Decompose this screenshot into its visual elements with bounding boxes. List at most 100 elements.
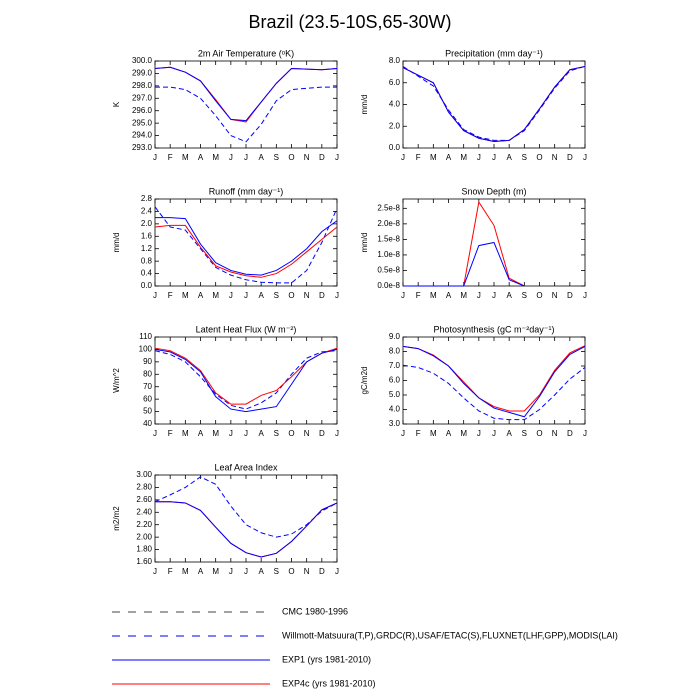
y-tick-label: 2.00 (136, 532, 152, 541)
panel-title: Snow Depth (m) (461, 186, 526, 196)
x-tick-label: D (319, 429, 325, 438)
x-tick-label: M (212, 567, 219, 576)
x-tick-label: A (258, 153, 264, 162)
x-tick-label: M (430, 153, 437, 162)
x-tick-label: A (258, 567, 264, 576)
y-tick-label: 2.60 (136, 495, 152, 504)
y-tick-label: 295.0 (132, 118, 153, 127)
x-tick-label: J (401, 153, 405, 162)
plot-frame (154, 198, 338, 287)
x-tick-label: J (492, 429, 496, 438)
x-tick-label: J (477, 291, 481, 300)
x-tick-label: J (401, 429, 405, 438)
y-tick-label: 3.00 (136, 470, 152, 479)
x-tick-label: J (229, 567, 233, 576)
series-line (155, 501, 338, 558)
x-tick-label: J (153, 291, 157, 300)
x-tick-label: M (212, 291, 219, 300)
x-tick-label: M (212, 429, 219, 438)
y-tick-label: 1.5e-8 (377, 235, 400, 244)
x-tick-label: O (288, 429, 294, 438)
series-line (402, 65, 586, 142)
x-tick-label: J (492, 291, 496, 300)
plot-frame (154, 336, 338, 425)
x-tick-label: M (182, 567, 189, 576)
x-tick-label: M (430, 429, 437, 438)
x-tick-label: J (335, 429, 339, 438)
y-tick-label: 294.0 (132, 131, 153, 140)
y-tick-label: 300.0 (132, 56, 153, 65)
x-tick-label: M (430, 291, 437, 300)
x-tick-label: M (460, 429, 467, 438)
y-tick-label: 2.20 (136, 520, 152, 529)
x-tick-label: N (304, 429, 310, 438)
x-tick-label: F (416, 429, 421, 438)
series-line (154, 66, 338, 122)
y-tick-label: 1.80 (136, 545, 152, 554)
x-tick-label: M (182, 153, 189, 162)
y-tick-label: 80 (143, 369, 152, 378)
x-tick-label: J (244, 291, 248, 300)
y-tick-label: 0.8 (141, 256, 153, 265)
x-tick-label: F (416, 153, 421, 162)
y-tick-label: 8.0 (389, 56, 401, 65)
x-tick-label: J (244, 153, 248, 162)
x-tick-label: F (416, 291, 421, 300)
x-tick-label: N (304, 291, 310, 300)
y-tick-label: 40 (143, 419, 152, 428)
x-tick-label: S (274, 429, 279, 438)
x-tick-label: J (335, 291, 339, 300)
x-tick-label: J (229, 291, 233, 300)
series-line (154, 224, 338, 278)
figure-title: Brazil (23.5-10S,65-30W) (248, 12, 451, 32)
panel-title: Precipitation (mm day⁻¹) (445, 48, 543, 58)
x-tick-label: O (536, 429, 542, 438)
plot-frame (154, 474, 338, 563)
y-tick-label: 2.0e-8 (377, 219, 400, 228)
series-line (154, 206, 338, 284)
y-tick-label: 1.2 (141, 244, 153, 253)
y-axis-label: gC/m2d (360, 366, 369, 394)
x-tick-label: J (229, 153, 233, 162)
y-tick-label: 6.0 (389, 376, 401, 385)
x-tick-label: J (335, 567, 339, 576)
x-tick-label: A (506, 291, 512, 300)
y-tick-label: 299.0 (132, 69, 153, 78)
x-tick-label: J (477, 429, 481, 438)
y-tick-label: 50 (143, 407, 152, 416)
x-tick-label: M (182, 429, 189, 438)
x-tick-label: J (477, 153, 481, 162)
x-tick-label: A (446, 153, 452, 162)
series-line (154, 66, 338, 123)
x-tick-label: F (168, 429, 173, 438)
x-tick-label: S (522, 291, 527, 300)
y-tick-label: 2.40 (136, 507, 152, 516)
x-tick-label: D (567, 291, 573, 300)
x-tick-label: O (288, 567, 294, 576)
y-tick-label: 2.80 (136, 483, 152, 492)
x-tick-label: O (288, 291, 294, 300)
y-tick-label: 1.60 (136, 557, 152, 566)
y-tick-label: 9.0 (389, 332, 401, 341)
x-tick-label: N (304, 153, 310, 162)
y-tick-label: 60 (143, 394, 152, 403)
x-tick-label: M (460, 291, 467, 300)
x-tick-label: F (168, 567, 173, 576)
x-tick-label: N (552, 291, 558, 300)
x-tick-label: D (319, 567, 325, 576)
x-tick-label: J (244, 567, 248, 576)
y-axis-label: mm/d (360, 95, 369, 115)
y-tick-label: 110 (139, 332, 152, 341)
x-tick-label: A (258, 429, 264, 438)
x-tick-label: J (583, 291, 587, 300)
x-tick-label: A (506, 429, 512, 438)
x-tick-label: J (153, 567, 157, 576)
legend-label: EXP4c (yrs 1981-2010) (282, 678, 376, 688)
series-line (403, 241, 525, 287)
x-tick-label: J (153, 429, 157, 438)
y-tick-label: 2.8 (141, 194, 153, 203)
x-tick-label: M (212, 153, 219, 162)
y-tick-label: 1.0e-8 (377, 250, 400, 259)
panel-title: Photosynthesis (gC m⁻²day⁻¹) (433, 324, 554, 334)
